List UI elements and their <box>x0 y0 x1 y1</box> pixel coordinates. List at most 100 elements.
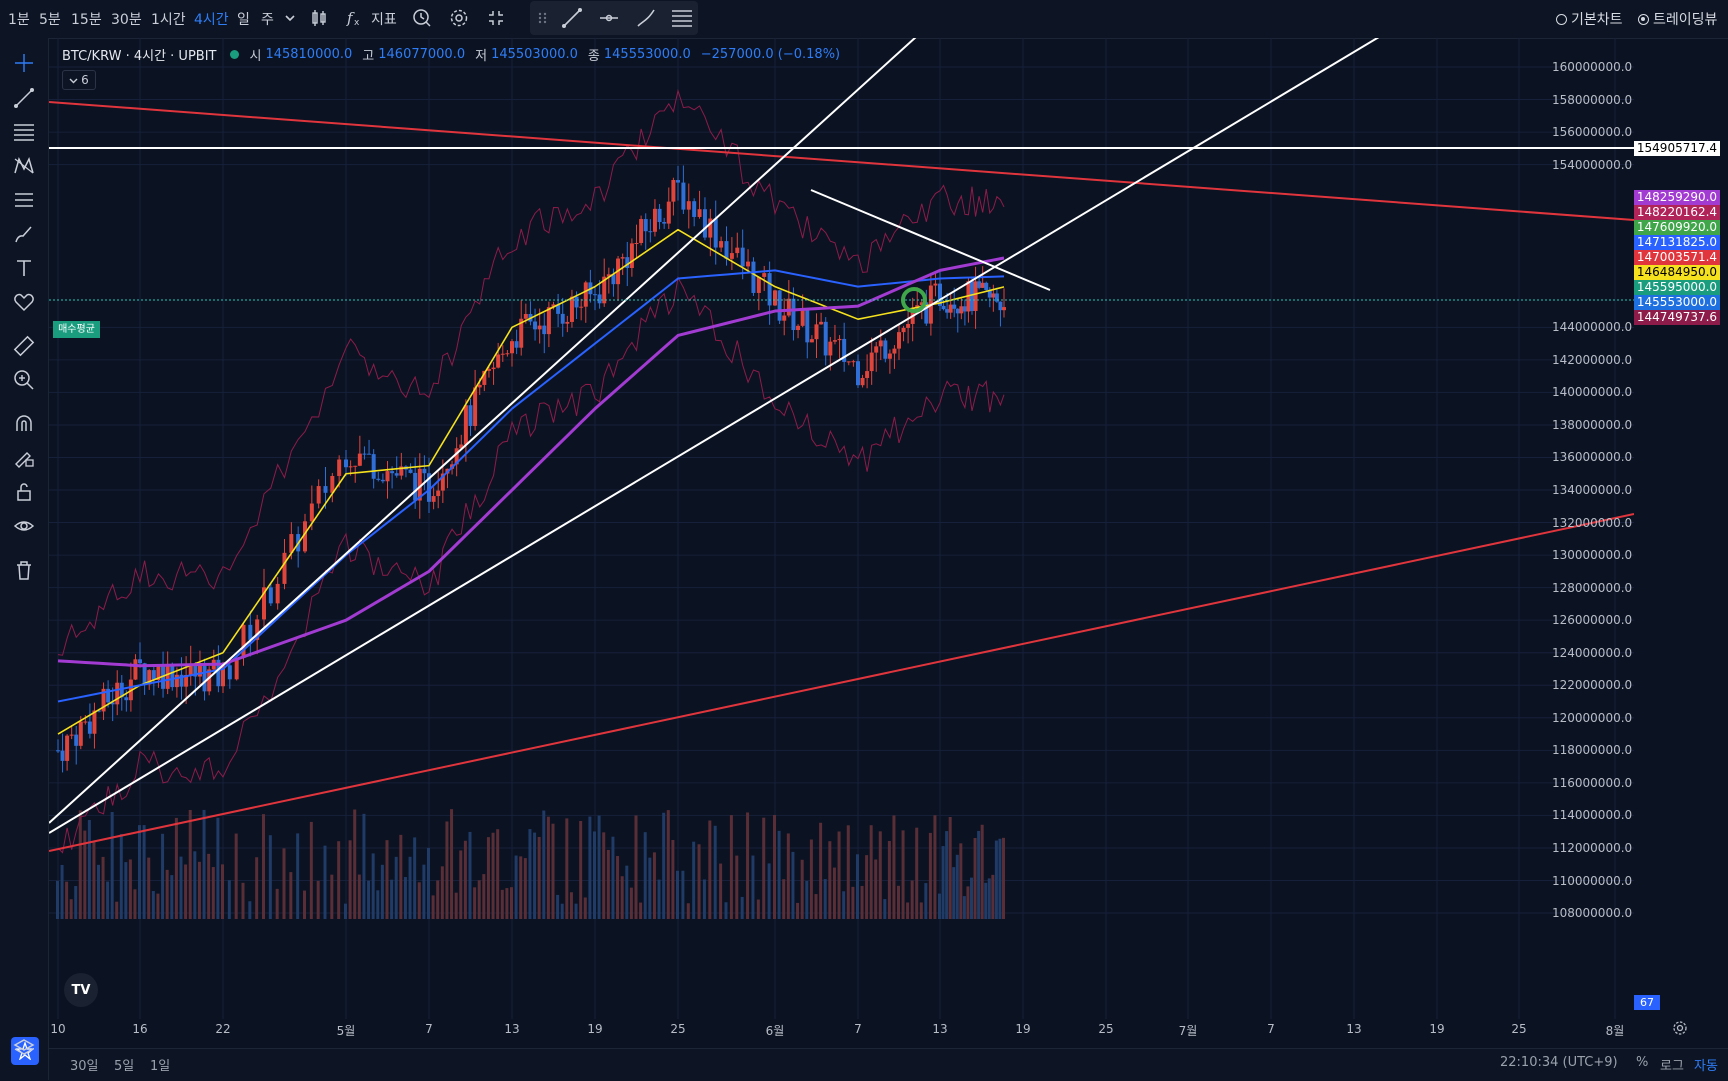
price-tag: 146484950.0 <box>1634 265 1720 280</box>
fib-retracement-icon[interactable] <box>10 118 38 146</box>
volume-bar <box>593 831 596 919</box>
price-axis-label: 136000000.0 <box>1552 450 1633 465</box>
indicators-button[interactable]: 지표 <box>371 12 397 28</box>
candle-body <box>147 670 152 685</box>
volume-bar <box>782 879 786 919</box>
indicator-toggle[interactable]: 6 <box>62 70 96 90</box>
volume-bar <box>692 841 696 919</box>
candle-body <box>786 298 791 316</box>
volume-bar <box>268 835 272 919</box>
chart-type-tradingview[interactable]: 트레이딩뷰 <box>1638 9 1717 29</box>
volume-bar <box>337 841 341 919</box>
pattern-icon[interactable] <box>10 152 38 180</box>
trash-icon[interactable] <box>10 556 38 584</box>
volume-bar <box>357 874 361 919</box>
descending-line <box>810 189 1051 291</box>
candle-body <box>629 243 634 269</box>
candle-body <box>413 472 418 501</box>
candle-body <box>897 332 901 349</box>
price-tag: 147609920.0 <box>1634 220 1720 235</box>
series-line-ma_blue <box>57 269 1005 703</box>
volume-bar <box>856 854 859 919</box>
lock-drawing-icon[interactable] <box>10 444 38 472</box>
volume-bar <box>523 858 527 919</box>
brush-tool-icon[interactable] <box>10 220 38 248</box>
volume-bar <box>528 829 532 919</box>
candle-body <box>800 310 805 326</box>
horizontal-ray-icon[interactable] <box>597 6 621 30</box>
range-5d[interactable]: 5일 <box>114 1059 135 1074</box>
range-30d[interactable]: 30일 <box>70 1059 99 1074</box>
zoom-in-icon[interactable] <box>10 366 38 394</box>
timeframe-30m[interactable]: 30분 <box>111 12 142 28</box>
lock-icon[interactable] <box>10 478 38 506</box>
candle-body <box>202 665 207 692</box>
layers-icon[interactable] <box>10 1034 38 1062</box>
candle-body <box>892 348 897 354</box>
candle-style-icon[interactable] <box>307 6 331 30</box>
timeframe-day[interactable]: 일 <box>237 12 250 28</box>
fullscreen-icon[interactable] <box>484 6 508 30</box>
price-tag: 144749737.6 <box>1634 310 1720 325</box>
log-toggle[interactable]: 로그 <box>1660 1059 1684 1074</box>
high-label: 고 <box>362 49 375 64</box>
candle-body <box>551 304 556 308</box>
volume-bar <box>427 847 430 919</box>
eye-icon[interactable] <box>10 512 38 540</box>
ruler-icon[interactable] <box>10 332 38 360</box>
candle-body <box>151 670 156 680</box>
gear-icon[interactable] <box>447 6 471 30</box>
volume-bar <box>869 825 873 919</box>
price-chart[interactable] <box>49 38 1634 1019</box>
candle-body <box>662 222 667 224</box>
trendline-icon[interactable] <box>560 6 584 30</box>
candle-body <box>197 665 202 677</box>
axis-settings-icon[interactable] <box>1672 1020 1688 1040</box>
volume-bar <box>892 815 896 919</box>
percent-toggle[interactable]: % <box>1636 1055 1649 1070</box>
time-axis-label: 19 <box>587 1022 603 1036</box>
text-icon[interactable] <box>10 254 38 282</box>
trendline-main <box>49 38 1380 834</box>
volume-bar <box>998 838 1002 919</box>
trendline-tool-icon[interactable] <box>10 84 38 112</box>
magnet-icon[interactable] <box>10 410 38 438</box>
chart-type-basic[interactable]: 기본차트 <box>1556 9 1623 29</box>
favorite-star-icon[interactable] <box>11 1037 39 1065</box>
timeframe-5m[interactable]: 5분 <box>39 12 61 28</box>
candle-body <box>955 308 960 314</box>
volume-bar <box>952 867 956 919</box>
timeframe-4h[interactable]: 4시간 <box>194 12 229 28</box>
volume-bar <box>588 816 592 919</box>
heart-icon[interactable] <box>10 288 38 316</box>
timeframe-15m[interactable]: 15분 <box>71 12 102 28</box>
volume-bar <box>65 881 69 919</box>
chevron-down-icon[interactable] <box>278 6 302 30</box>
fib-lines-icon[interactable] <box>670 6 694 30</box>
volume-bar <box>751 855 755 919</box>
moving-averages <box>57 228 1005 735</box>
candle-body <box>933 283 938 286</box>
auto-toggle[interactable]: 자동 <box>1694 1059 1718 1074</box>
candle-body <box>482 370 487 385</box>
candle-body <box>477 384 482 388</box>
replay-icon[interactable] <box>410 6 434 30</box>
timeframe-week[interactable]: 주 <box>261 12 274 28</box>
crosshair-icon[interactable] <box>10 49 38 77</box>
timeframe-1h[interactable]: 1시간 <box>151 12 186 28</box>
drag-handle-icon[interactable] <box>531 6 555 30</box>
volume-bar <box>746 812 750 919</box>
candle-body <box>809 339 814 343</box>
candle-body <box>193 663 198 677</box>
timeframe-1m[interactable]: 1분 <box>8 12 30 28</box>
volume-bar <box>505 888 509 919</box>
volume-bar <box>275 888 279 919</box>
volume-bar <box>436 880 440 919</box>
forecast-icon[interactable] <box>10 186 38 214</box>
candle-body <box>952 304 957 309</box>
candle-body <box>962 306 967 312</box>
volume-bar <box>639 902 643 919</box>
brush-icon[interactable] <box>634 6 658 30</box>
range-1d[interactable]: 1일 <box>150 1059 171 1074</box>
